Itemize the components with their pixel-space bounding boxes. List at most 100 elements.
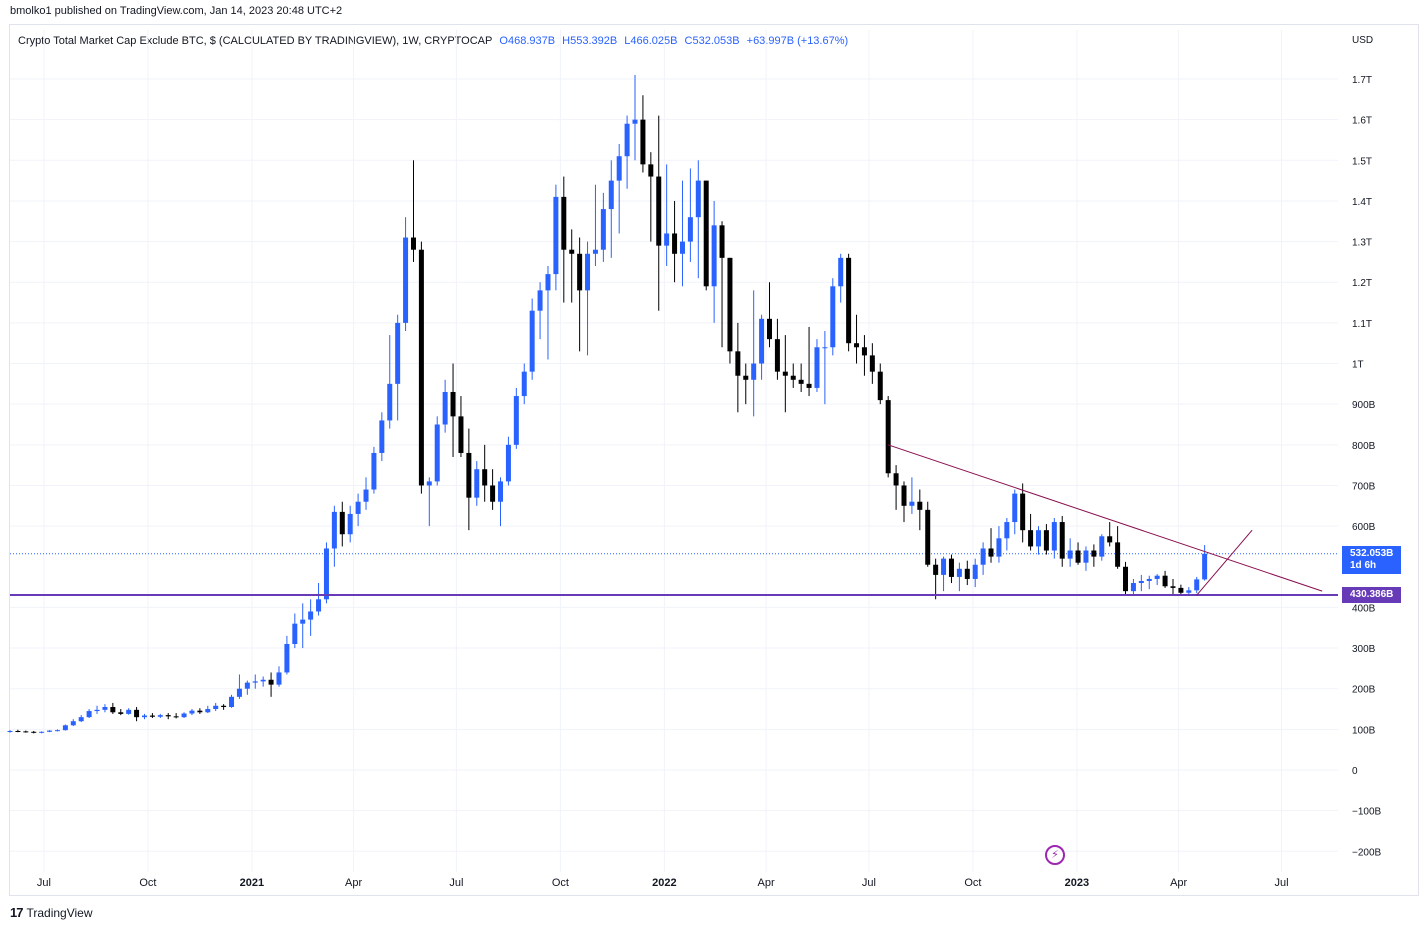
candle-body xyxy=(244,682,250,689)
candle-body xyxy=(529,310,535,372)
candle-body xyxy=(134,709,140,718)
candle-body xyxy=(410,237,416,250)
candle-body xyxy=(861,347,867,356)
candle-body xyxy=(948,558,954,577)
candle-body xyxy=(149,715,155,717)
candle-body xyxy=(1067,550,1073,559)
candle-body xyxy=(933,564,939,575)
trendline xyxy=(1196,529,1253,596)
candle-body xyxy=(316,599,322,612)
candle-body xyxy=(39,731,45,733)
candle-body xyxy=(86,711,92,718)
candle-body xyxy=(1130,583,1136,592)
candle-body xyxy=(616,156,622,181)
candle-body xyxy=(173,716,179,718)
x-tick-label: Jul xyxy=(449,877,463,889)
candle-body xyxy=(964,568,970,579)
trendline xyxy=(888,444,1323,592)
candle-body xyxy=(846,257,852,344)
candle-body xyxy=(679,241,685,254)
y-tick-label: −100B xyxy=(1352,807,1382,818)
candle-body xyxy=(1028,530,1034,547)
candle-body xyxy=(110,706,116,713)
candle-body xyxy=(276,672,282,685)
candle-body xyxy=(687,217,693,242)
y-tick-label: 800B xyxy=(1352,441,1376,452)
x-tick-label: 2021 xyxy=(240,877,264,889)
candle-body xyxy=(165,715,171,717)
x-tick-label: Jul xyxy=(37,877,51,889)
candle-body xyxy=(893,473,899,486)
candle-body xyxy=(743,375,749,380)
candle-body xyxy=(23,731,29,733)
candle-body xyxy=(141,715,147,718)
candle-body xyxy=(1170,586,1176,588)
candle-body xyxy=(284,643,290,673)
candle-body xyxy=(418,249,424,486)
candle-body xyxy=(624,123,630,157)
candle-body xyxy=(1186,590,1192,593)
candle-body xyxy=(956,568,962,577)
candle-body xyxy=(7,730,13,732)
publish-info: bmolko1 published on TradingView.com, Ja… xyxy=(10,5,343,17)
tradingview-logo-icon: 17 xyxy=(10,905,24,920)
candle-body xyxy=(648,164,654,177)
candle-body xyxy=(94,709,100,712)
candle-body xyxy=(482,469,488,486)
footer-branding[interactable]: 17 TradingView xyxy=(10,905,93,920)
candle-body xyxy=(640,119,646,165)
ohlc-high: H553.392B xyxy=(562,35,618,47)
candle-body xyxy=(869,355,875,372)
candle-body xyxy=(537,290,543,311)
candle-body xyxy=(774,339,780,372)
candle-body xyxy=(1123,566,1129,592)
y-tick-label: 200B xyxy=(1352,685,1376,696)
candle-body xyxy=(909,501,915,506)
x-tick-label: 2023 xyxy=(1065,877,1089,889)
y-tick-label: 1.5T xyxy=(1352,156,1372,167)
candle-body xyxy=(1146,578,1152,581)
candle-body xyxy=(838,257,844,287)
symbol-title: Crypto Total Market Cap Exclude BTC, $ (… xyxy=(18,35,493,47)
candle-body xyxy=(387,383,393,421)
candle-body xyxy=(545,274,551,291)
y-tick-label: 900B xyxy=(1352,400,1376,411)
x-tick-label: Apr xyxy=(345,877,362,889)
candle-body xyxy=(205,709,211,713)
y-tick-label: 600B xyxy=(1352,522,1376,533)
candle-body xyxy=(980,548,986,565)
candle-body xyxy=(759,318,765,364)
candle-body xyxy=(292,623,298,644)
candle-body xyxy=(1162,575,1168,587)
candle-body xyxy=(664,233,670,246)
candle-body xyxy=(885,400,891,474)
horizontal-line-price-tag: 430.386B xyxy=(1342,587,1402,604)
candle-body xyxy=(434,424,440,482)
lightning-icon[interactable]: ⚡ xyxy=(1045,845,1065,865)
candle-body xyxy=(1091,550,1097,557)
candle-body xyxy=(1051,522,1057,551)
x-tick-label: Oct xyxy=(139,877,156,889)
candle-body xyxy=(229,696,235,707)
candle-body xyxy=(925,509,931,565)
chart-frame xyxy=(9,24,1419,896)
candle-body xyxy=(300,619,306,624)
candle-body xyxy=(363,489,369,502)
candle-body xyxy=(1035,530,1041,547)
candle-body xyxy=(1059,522,1065,559)
candle-body xyxy=(577,253,583,291)
candle-body xyxy=(806,383,812,388)
candle-body xyxy=(466,452,472,498)
candle-body xyxy=(1043,530,1049,551)
candle-body xyxy=(1099,536,1105,557)
candle-body xyxy=(1020,493,1026,531)
candle-body xyxy=(355,501,361,514)
candle-body xyxy=(31,731,37,733)
ohlc-close: C532.053B xyxy=(684,35,740,47)
candle-body xyxy=(917,501,923,510)
candle-body xyxy=(822,347,828,349)
candle-body xyxy=(672,233,678,254)
y-tick-label: 300B xyxy=(1352,644,1376,655)
candle-body xyxy=(189,710,195,714)
